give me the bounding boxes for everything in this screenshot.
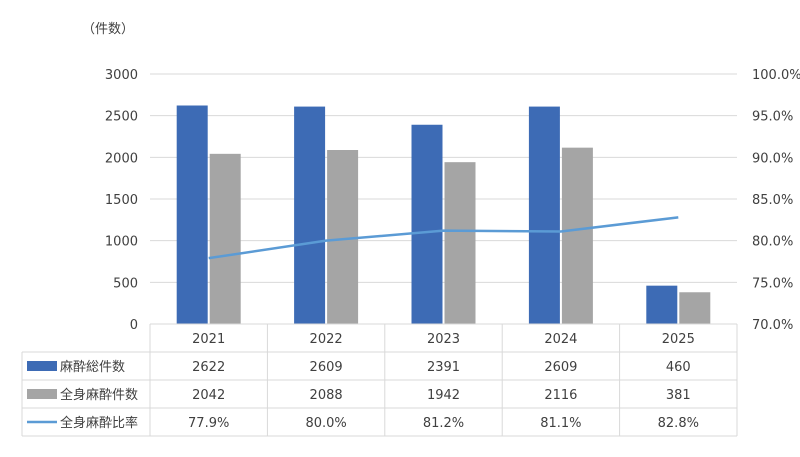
bar-total-2022 xyxy=(294,106,326,324)
bar-total-2021 xyxy=(176,105,208,324)
data-label: 2391 xyxy=(427,360,460,375)
right-tick-label: 80.0% xyxy=(752,235,793,250)
bar-general-2024 xyxy=(561,147,593,324)
legend-label: 全身麻酔比率 xyxy=(60,415,138,431)
bars xyxy=(176,105,711,324)
right-tick-label: 75.0% xyxy=(752,276,793,291)
x-tick-label: 2021 xyxy=(192,332,225,347)
left-tick-label: 0 xyxy=(130,318,138,333)
bar-total-2025 xyxy=(646,285,678,324)
data-label: 460 xyxy=(666,360,691,375)
bar-total-2023 xyxy=(411,124,443,324)
data-table: 2021 2022 2023 2024 2025 麻酔総件数 2622 2609 2391 260… xyxy=(21,323,738,437)
gridlines xyxy=(150,73,737,325)
legend-key-0 xyxy=(27,361,57,371)
data-label: 2622 xyxy=(192,360,225,375)
ratio-line xyxy=(208,216,679,260)
data-label: 2088 xyxy=(310,388,343,403)
left-tick-label: 500 xyxy=(113,276,138,291)
data-label: 2609 xyxy=(310,360,343,375)
bar-general-2023 xyxy=(444,162,476,324)
x-tick-label: 2022 xyxy=(310,332,343,347)
data-label: 2609 xyxy=(544,360,577,375)
right-axis-ticks: 70.0% 75.0% 80.0% 85.0% 90.0% 95.0% 100.0% xyxy=(752,68,800,333)
data-label: 381 xyxy=(666,388,691,403)
left-tick-label: 1500 xyxy=(105,193,138,208)
ratio-series-line xyxy=(208,216,679,260)
left-tick-label: 2000 xyxy=(105,151,138,166)
right-tick-label: 90.0% xyxy=(752,151,793,166)
data-label: 1942 xyxy=(427,388,460,403)
x-tick-label: 2023 xyxy=(427,332,460,347)
bar-general-2021 xyxy=(209,153,241,324)
left-tick-label: 1000 xyxy=(105,235,138,250)
bar-general-2022 xyxy=(327,150,359,324)
data-label: 77.9% xyxy=(188,416,229,431)
left-tick-label: 3000 xyxy=(105,68,138,83)
y-axis-unit-label: （件数） xyxy=(82,22,134,37)
bar-total-2024 xyxy=(528,106,560,324)
data-label: 81.1% xyxy=(540,416,581,431)
left-axis-ticks: 0 500 1000 1500 2000 2500 3000 xyxy=(105,68,138,333)
data-label: 2116 xyxy=(544,388,577,403)
left-tick-label: 2500 xyxy=(105,110,138,125)
right-tick-label: 95.0% xyxy=(752,110,793,125)
x-tick-label: 2025 xyxy=(662,332,695,347)
data-label: 80.0% xyxy=(305,416,346,431)
data-label: 82.8% xyxy=(658,416,699,431)
legend-label: 全身麻酔件数 xyxy=(60,387,138,403)
data-label: 2042 xyxy=(192,388,225,403)
right-tick-label: 85.0% xyxy=(752,193,793,208)
right-tick-label: 100.0% xyxy=(752,68,800,83)
legend-label: 麻酔総件数 xyxy=(60,360,125,375)
x-tick-label: 2024 xyxy=(544,332,577,347)
right-tick-label: 70.0% xyxy=(752,318,793,333)
bar-general-2025 xyxy=(679,292,711,324)
data-label: 81.2% xyxy=(423,416,464,431)
legend-key-1 xyxy=(27,389,57,399)
